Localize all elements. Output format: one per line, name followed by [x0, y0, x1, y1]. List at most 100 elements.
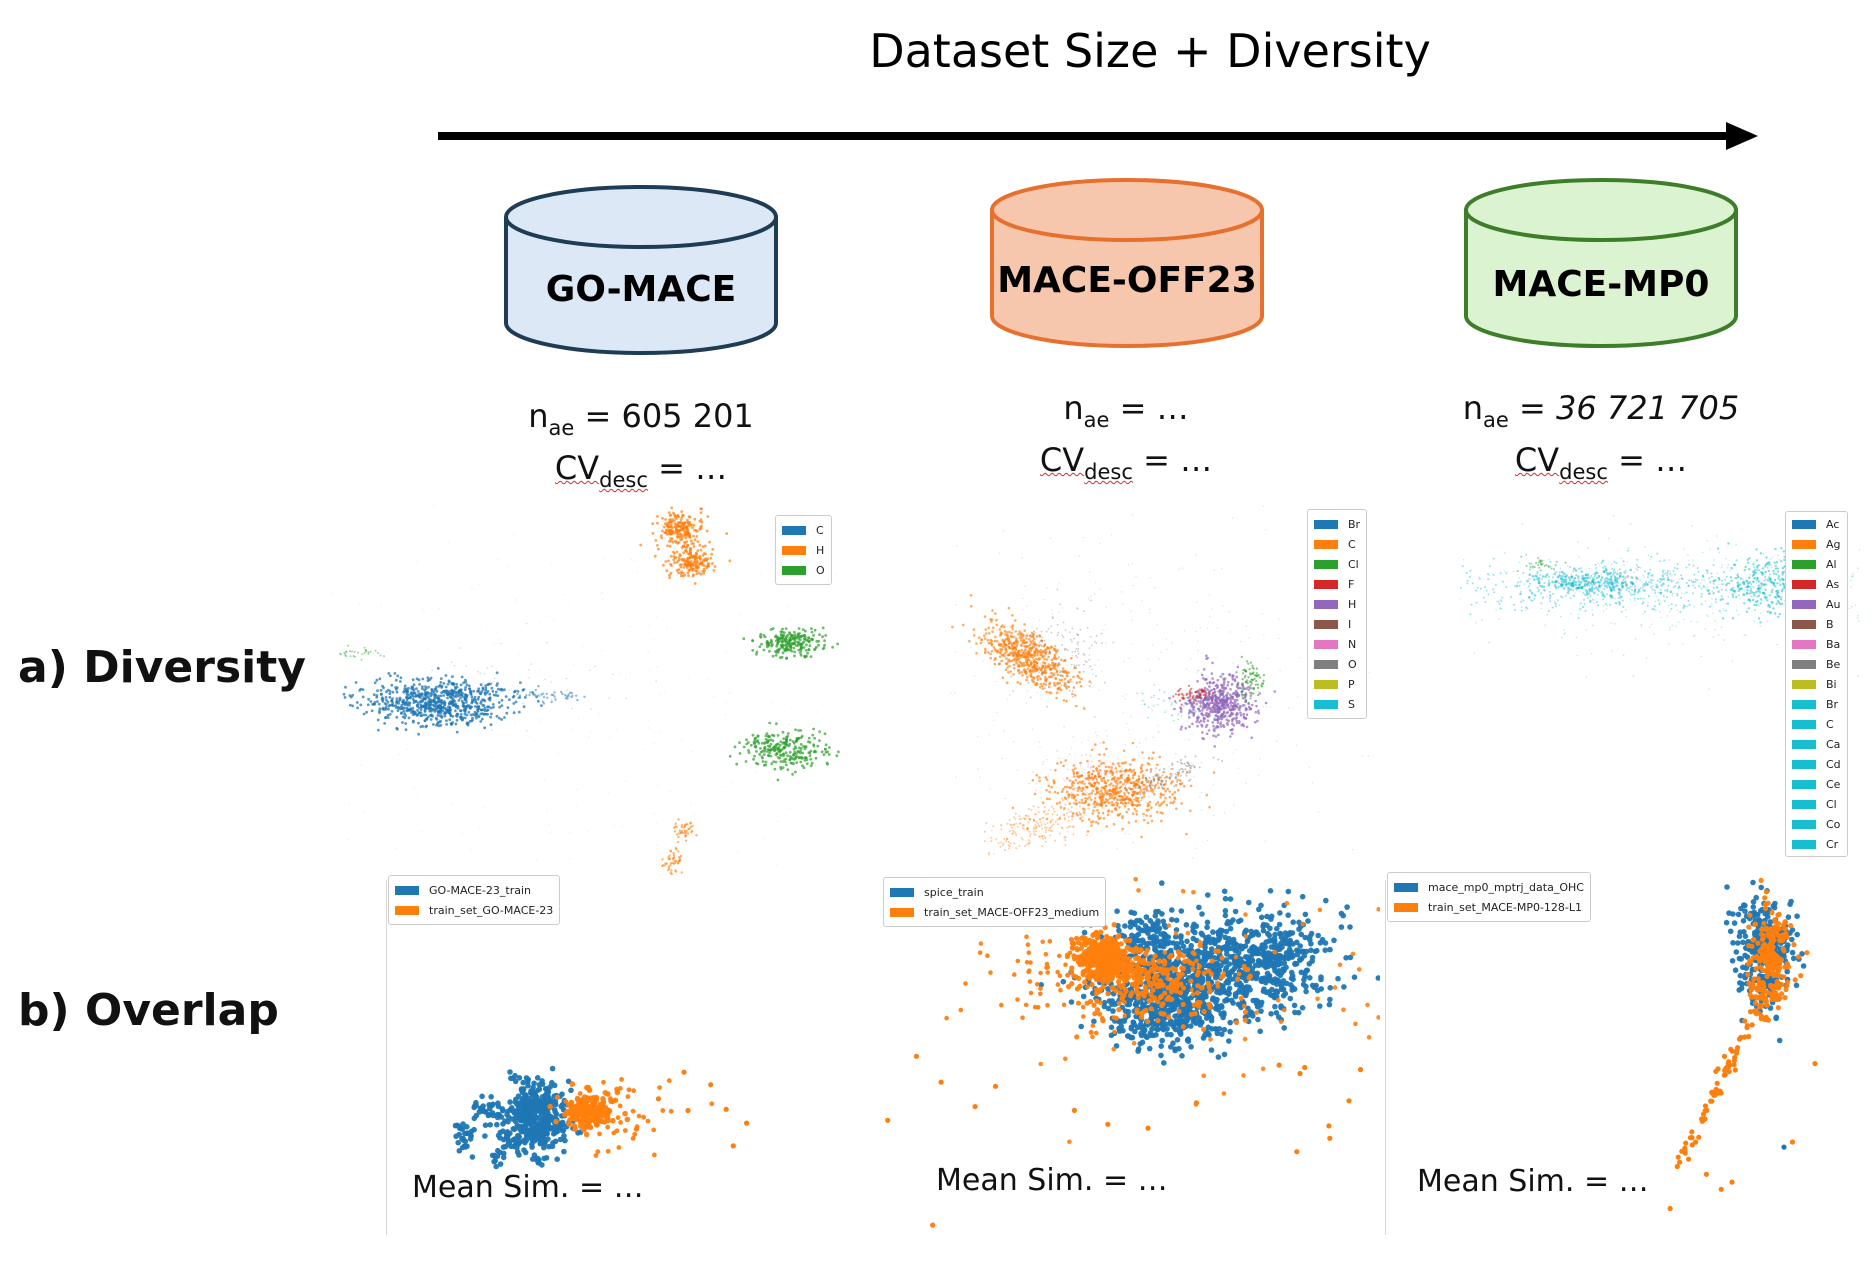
legend-entry: C: [1314, 534, 1360, 554]
legend-entry: GO-MACE-23_train: [395, 880, 553, 900]
point-cluster: [1688, 1135, 1693, 1140]
legend-swatch: [782, 546, 806, 555]
legend-label: Cr: [1826, 838, 1838, 851]
point-cluster: [1145, 1126, 1150, 1131]
legend-entry: Cl: [1314, 554, 1360, 574]
point-cluster: [1728, 1047, 1733, 1052]
diversity-plot-go-mace: CHO: [330, 505, 840, 885]
point-cluster: [1194, 1100, 1199, 1105]
legend-label: train_set_MACE-MP0-128-L1: [1428, 901, 1582, 914]
legend-swatch: [1314, 700, 1338, 709]
point-cluster: [1709, 1090, 1714, 1095]
point-cluster: [1727, 1062, 1732, 1067]
legend-entry: train_set_MACE-MP0-128-L1: [1394, 897, 1584, 917]
cv-value: = …: [1618, 441, 1687, 479]
legend: Br C Cl F H I N O P S: [1307, 509, 1367, 719]
legend-swatch: [890, 908, 914, 917]
legend-label: train_set_MACE-OFF23_medium: [924, 906, 1099, 919]
point-cluster: [530, 1152, 547, 1167]
legend-label: B: [1826, 618, 1834, 631]
point-cluster: [708, 1082, 713, 1087]
cv-label: CV: [1040, 441, 1084, 479]
legend-label: Br: [1826, 698, 1838, 711]
diversity-plot-mace-off23: Br C Cl F H I N O P S: [950, 505, 1375, 860]
legend: GO-MACE-23_train train_set_GO-MACE-23: [388, 875, 560, 925]
legend-entry: N: [1314, 634, 1360, 654]
legend-entry: mace_mp0_mptrj_data_OHC: [1394, 877, 1584, 897]
point-cluster: [1715, 1081, 1720, 1086]
legend-swatch: [1792, 780, 1816, 789]
legend: mace_mp0_mptrj_data_OHC train_set_MACE-MP…: [1387, 872, 1591, 922]
row-label-overlap: b) Overlap: [18, 985, 279, 1036]
dataset-stats-mace-mp0: nae = 36 721 705 CVdesc = …: [1421, 388, 1781, 492]
scatter-canvas: [330, 505, 840, 885]
legend-label: Bi: [1826, 678, 1837, 691]
cv-label: CV: [555, 449, 599, 487]
point-cluster: [1704, 1108, 1709, 1113]
legend-entry: Bi: [1792, 674, 1841, 694]
point-cluster: [1748, 1009, 1753, 1014]
legend-entry: Cd: [1792, 754, 1841, 774]
mean-similarity: Mean Sim. = …: [936, 1163, 1168, 1198]
legend-label: S: [1348, 698, 1355, 711]
legend-label: Ce: [1826, 778, 1840, 791]
n-ae-subscript: ae: [549, 416, 575, 440]
legend-swatch: [1792, 600, 1816, 609]
legend-label: C: [1826, 718, 1834, 731]
n-ae-value: = …: [1120, 389, 1189, 427]
legend-swatch: [395, 906, 419, 915]
point-cluster: [930, 1223, 935, 1228]
n-ae-value: = 36 721 705: [1519, 389, 1739, 427]
point-cluster: [973, 1104, 978, 1109]
legend-label: Au: [1826, 598, 1841, 611]
diversity-plot-mace-mp0: Ac Ag Al As Au B Ba Be Bi Br C Ca Cd Ce Cl Co Cr: [1460, 505, 1860, 865]
cv-subscript: desc: [1559, 460, 1608, 484]
legend-label: I: [1348, 618, 1351, 631]
point-cluster: [1682, 1146, 1687, 1151]
cv-subscript: desc: [599, 468, 648, 492]
dataset-name: MACE-OFF23: [988, 260, 1266, 301]
point-cluster: [1693, 1140, 1698, 1145]
cv-subscript: desc: [1084, 460, 1133, 484]
legend-entry: Br: [1314, 514, 1360, 534]
point-cluster: [744, 1121, 749, 1126]
dataset-cylinder-mace-off23: MACE-OFF23: [988, 176, 1266, 351]
legend-label: Cl: [1826, 798, 1837, 811]
point-cluster: [1668, 1206, 1673, 1211]
legend-swatch: [1792, 820, 1816, 829]
legend-entry: I: [1314, 614, 1360, 634]
legend-label: Ac: [1826, 518, 1839, 531]
legend-swatch: [1792, 800, 1816, 809]
legend-entry: Ca: [1792, 734, 1841, 754]
overlap-plot-mace-mp0: mace_mp0_mptrj_data_OHC train_set_MACE-MP…: [1387, 872, 1837, 1232]
legend-entry: O: [782, 560, 825, 580]
legend-swatch: [1792, 640, 1816, 649]
point-cluster: [1733, 1067, 1738, 1072]
n-ae-subscript: ae: [1084, 408, 1110, 432]
mean-similarity: Mean Sim. = …: [412, 1170, 644, 1205]
cv-value: = …: [1143, 441, 1212, 479]
point-cluster: [1302, 1065, 1307, 1070]
legend-entry: B: [1792, 614, 1841, 634]
overlap-plot-mace-off23: spice_train train_set_MACE-OFF23_medium M…: [880, 875, 1380, 1230]
legend-label: Cd: [1826, 758, 1841, 771]
legend-swatch: [782, 566, 806, 575]
legend-swatch: [1792, 840, 1816, 849]
n-ae-value: = 605 201: [584, 397, 753, 435]
point-cluster: [634, 1127, 639, 1132]
point-cluster: [1072, 1108, 1077, 1113]
cv-value: = …: [658, 449, 727, 487]
point-cluster: [681, 1070, 686, 1075]
legend-swatch: [1792, 660, 1816, 669]
legend-label: Al: [1826, 558, 1837, 571]
legend-entry: train_set_MACE-OFF23_medium: [890, 902, 1099, 922]
overlap-plot-go-mace: GO-MACE-23_train train_set_GO-MACE-23 Mea…: [388, 875, 878, 1230]
legend-entry: Ce: [1792, 774, 1841, 794]
legend-entry: Br: [1792, 694, 1841, 714]
legend-entry: Cl: [1792, 794, 1841, 814]
legend-entry: C: [1792, 714, 1841, 734]
point-cluster: [1703, 1103, 1708, 1108]
legend-swatch: [1314, 600, 1338, 609]
legend-label: O: [1348, 658, 1357, 671]
legend-entry: Ac: [1792, 514, 1841, 534]
